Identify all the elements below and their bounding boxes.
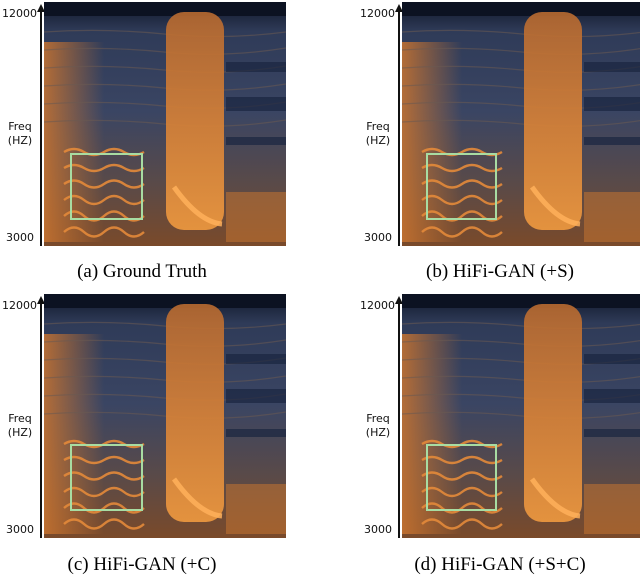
panel-hifigan-sc: 12000 Freq (HZ) 3000 (d) HiFi-GAN (+S+C) bbox=[358, 292, 640, 580]
y-axis-line bbox=[40, 302, 42, 538]
y-axis-arrow bbox=[395, 296, 403, 304]
panel-caption: (b) HiFi-GAN (+S) bbox=[426, 261, 574, 282]
y-axis-line bbox=[398, 302, 400, 538]
y-axis-label: Freq (HZ) bbox=[7, 120, 33, 147]
highlight-box bbox=[70, 153, 143, 220]
tick-3000: 3000 bbox=[6, 523, 34, 536]
tick-12000: 12000 bbox=[2, 7, 37, 20]
panel-hifigan-s: 12000 Freq (HZ) 3000 (b) HiFi-GAN (+S) bbox=[358, 0, 640, 288]
tick-12000: 12000 bbox=[360, 299, 395, 312]
panel-hifigan-c: 12000 Freq (HZ) 3000 (c) HiFi-GAN (+C) bbox=[0, 292, 320, 580]
tick-3000: 3000 bbox=[364, 231, 392, 244]
y-axis-arrow bbox=[37, 296, 45, 304]
y-axis-arrow bbox=[395, 4, 403, 12]
panel-ground-truth: 12000 Freq (HZ) 3000 (a) Ground Truth bbox=[0, 0, 320, 288]
highlight-box bbox=[426, 153, 497, 220]
y-axis-arrow bbox=[37, 4, 45, 12]
highlight-box bbox=[70, 444, 143, 511]
y-axis-line bbox=[398, 10, 400, 246]
tick-12000: 12000 bbox=[2, 299, 37, 312]
y-axis-label: Freq (HZ) bbox=[7, 412, 33, 439]
panel-caption: (c) HiFi-GAN (+C) bbox=[67, 554, 217, 575]
panel-caption: (d) HiFi-GAN (+S+C) bbox=[414, 554, 586, 575]
tick-12000: 12000 bbox=[360, 7, 395, 20]
y-axis-label: Freq (HZ) bbox=[365, 412, 391, 439]
y-axis-label: Freq (HZ) bbox=[365, 120, 391, 147]
tick-3000: 3000 bbox=[6, 231, 34, 244]
highlight-box bbox=[426, 444, 497, 511]
panel-caption: (a) Ground Truth bbox=[77, 261, 207, 282]
tick-3000: 3000 bbox=[364, 523, 392, 536]
y-axis-line bbox=[40, 10, 42, 246]
